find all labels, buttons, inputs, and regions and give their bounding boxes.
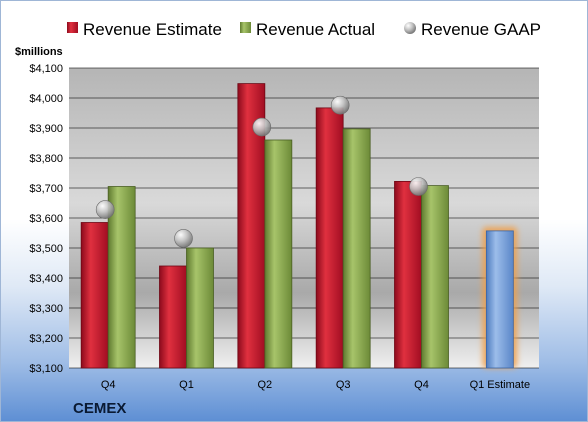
y-tick-label: $4,000 [29, 93, 63, 105]
legend-swatch-gaap [404, 22, 416, 34]
bar-next-quarter-estimate [485, 230, 514, 369]
legend-swatch-actual [240, 22, 251, 33]
y-tick-label: $3,500 [29, 243, 63, 255]
legend-label-actual: Revenue Actual [256, 20, 375, 39]
x-tick-label: Q3 [336, 379, 351, 391]
x-tick-label: Q4 [101, 379, 116, 391]
legend-item-revenue-estimate: Revenue Estimate [67, 20, 222, 39]
bars [80, 83, 518, 369]
bar-revenue-estimate [315, 107, 344, 369]
y-tick-label: $3,900 [29, 123, 63, 135]
bar-revenue-estimate [394, 180, 422, 369]
unit-label: $millions [15, 46, 63, 58]
marker-revenue-gaap [252, 117, 272, 137]
legend-item-revenue-actual: Revenue Actual [240, 20, 375, 39]
y-tick-label: $3,300 [29, 303, 63, 315]
marker-revenue-gaap [95, 200, 115, 219]
y-tick-label: $3,600 [29, 213, 63, 225]
bar-revenue-actual [107, 186, 136, 369]
legend-label-estimate: Revenue Estimate [83, 20, 222, 39]
legend-item-revenue-gaap: Revenue GAAP [404, 20, 541, 39]
y-axis: $3,100 $3,200 $3,300 $3,400 $3,500 $3,600 $3,7… [29, 63, 63, 375]
marker-revenue-gaap [174, 229, 193, 248]
legend-label-gaap: Revenue GAAP [421, 20, 541, 39]
x-tick-label: Q2 [257, 379, 272, 391]
y-tick-label: $3,400 [29, 273, 63, 285]
x-tick-label: Q1 Estimate [470, 379, 531, 391]
bar-revenue-estimate [80, 222, 109, 369]
marker-revenue-gaap [409, 177, 428, 196]
x-axis: Q4 Q1 Q2 Q3 Q4 Q1 Estimate [101, 379, 530, 391]
x-tick-label: Q4 [414, 379, 429, 391]
gridlines [69, 67, 539, 369]
y-tick-label: $4,100 [29, 63, 63, 75]
y-tick-label: $3,700 [29, 183, 63, 195]
gaap-markers [95, 95, 428, 248]
legend-swatch-estimate [67, 22, 78, 33]
bar-revenue-estimate [159, 265, 187, 369]
bar-revenue-actual [264, 139, 293, 369]
y-tick-label: $3,100 [29, 363, 63, 375]
brand-label: CEMEX [73, 400, 126, 417]
legend: Revenue Estimate Revenue Actual Revenue … [67, 20, 541, 39]
x-tick-label: Q1 [179, 379, 194, 391]
bar-revenue-actual [186, 247, 214, 369]
bar-revenue-actual [421, 185, 449, 369]
y-tick-label: $3,200 [29, 333, 63, 345]
marker-revenue-gaap [330, 95, 350, 115]
y-tick-label: $3,800 [29, 153, 63, 165]
bar-revenue-actual [342, 128, 371, 369]
